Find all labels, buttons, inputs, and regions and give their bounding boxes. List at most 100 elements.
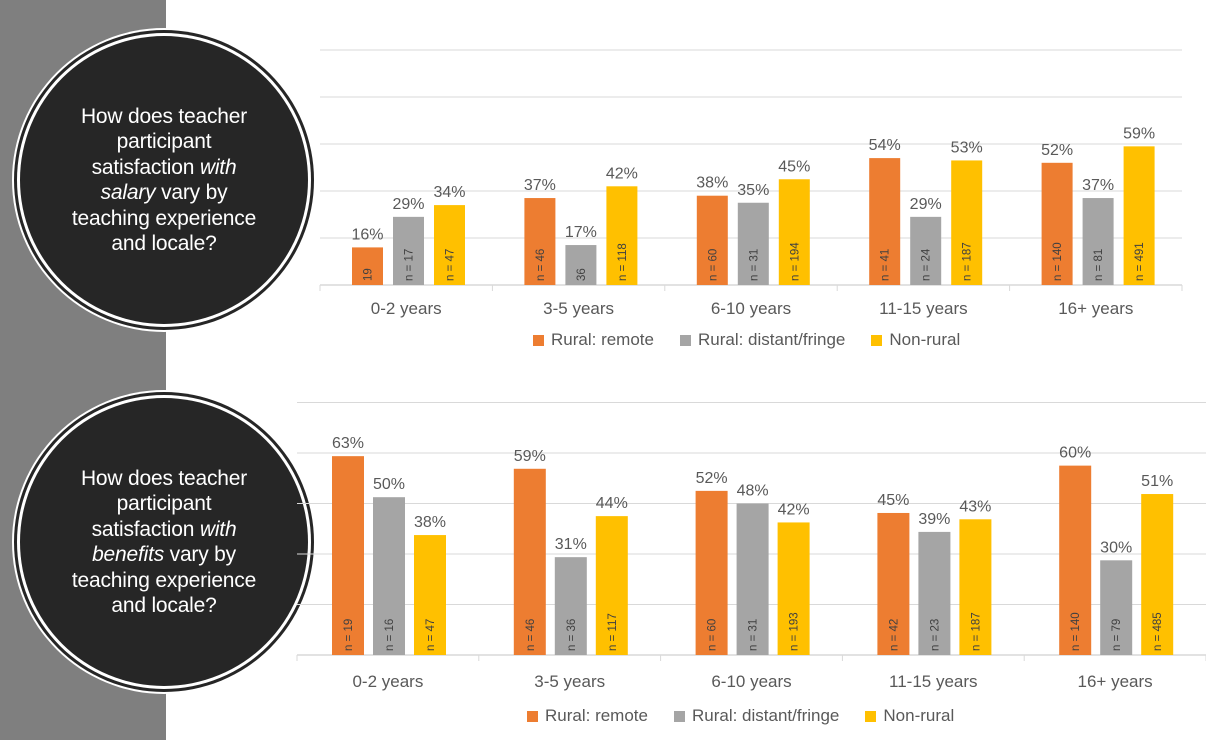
data-label: 30% <box>1100 539 1132 556</box>
bar-distant <box>393 216 424 285</box>
legend-item-nonrural: Non-rural <box>871 330 960 350</box>
data-label: 53% <box>951 139 983 156</box>
salary-question-text: How does teacher participant satisfactio… <box>71 104 257 256</box>
sample-size-label: n = 81 <box>1093 249 1105 281</box>
sample-size-label: n = 193 <box>789 612 801 651</box>
sample-size-label: 19 <box>363 268 375 281</box>
x-tick-label: 6-10 years <box>711 672 791 691</box>
data-label: 54% <box>869 137 901 154</box>
salary-chart: 0-2 years 16% 19 29% n = 17 34% n = 47 3-5 year… <box>319 49 1183 318</box>
bar-nonrural <box>434 205 465 285</box>
data-label: 29% <box>392 196 424 213</box>
bar-nonrural <box>778 179 810 285</box>
x-tick-label: 0-2 years <box>352 672 423 691</box>
data-label: 45% <box>877 492 909 509</box>
data-label: 34% <box>433 184 465 201</box>
x-tick-label: 11-15 years <box>889 672 978 691</box>
data-label: 51% <box>1141 473 1173 490</box>
data-label: 48% <box>737 483 769 500</box>
data-label: 59% <box>1123 125 1155 142</box>
data-label: 60% <box>1059 445 1091 462</box>
data-label: 52% <box>1041 142 1073 159</box>
legend-swatch-remote <box>533 334 544 346</box>
bar-distant <box>554 557 587 655</box>
sample-size-label: n = 19 <box>343 619 355 651</box>
legend-swatch-remote <box>527 710 538 722</box>
data-label: 44% <box>596 495 628 512</box>
bar-remote <box>513 468 546 655</box>
salary-legend: Rural: remote Rural: distant/fringe Non-… <box>533 330 986 350</box>
bar-remote <box>332 456 364 655</box>
bar-distant <box>373 497 405 655</box>
sample-size-label: n = 42 <box>888 619 900 651</box>
legend-swatch-distant <box>679 334 691 346</box>
sample-size-label: n = 194 <box>789 242 801 281</box>
bar-remote <box>1041 162 1073 285</box>
sample-size-label: n = 23 <box>929 619 941 651</box>
data-label: 42% <box>606 165 638 182</box>
legend-item-remote: Rural: remote <box>527 706 648 726</box>
bar-distant <box>1082 198 1114 285</box>
bar-remote <box>877 512 910 655</box>
data-label: 37% <box>1082 177 1114 194</box>
x-tick-label: 3-5 years <box>543 299 614 318</box>
sample-size-label: n = 41 <box>880 249 892 281</box>
sample-size-label: n = 117 <box>607 613 619 651</box>
benefits-chart: 0-2 years 63% n = 19 50% n = 16 38% n = 47 3-5 … <box>296 402 1206 691</box>
sample-size-label: n = 491 <box>1134 242 1146 281</box>
sample-size-label: n = 46 <box>535 249 547 281</box>
data-label: 43% <box>959 498 991 515</box>
data-label: 38% <box>696 175 728 192</box>
data-label: 63% <box>332 435 364 452</box>
data-label: 38% <box>414 514 446 531</box>
bar-remote <box>352 247 383 285</box>
bar-nonrural <box>1141 494 1174 655</box>
salary-question-circle: How does teacher participant satisfactio… <box>20 36 308 324</box>
legend-item-remote: Rural: remote <box>533 330 654 350</box>
benefits-legend: Rural: remote Rural: distant/fringe Non-… <box>527 706 980 726</box>
bar-distant <box>910 216 942 285</box>
legend-swatch-nonrural <box>871 334 883 346</box>
bar-nonrural <box>595 516 628 655</box>
sample-size-label: n = 60 <box>707 619 719 651</box>
bar-nonrural <box>1123 146 1155 285</box>
data-label: 16% <box>351 226 383 243</box>
sample-size-label: n = 24 <box>921 248 933 281</box>
bar-nonrural <box>414 535 446 655</box>
x-tick-label: 3-5 years <box>534 672 605 691</box>
data-label: 52% <box>696 470 728 487</box>
sample-size-label: n = 140 <box>1070 612 1082 651</box>
sample-size-label: n = 118 <box>617 243 629 281</box>
data-label: 29% <box>910 196 942 213</box>
sample-size-label: n = 47 <box>425 619 437 651</box>
bar-distant <box>737 202 769 285</box>
data-label: 39% <box>918 511 950 528</box>
data-label: 17% <box>565 224 597 241</box>
x-tick-label: 0-2 years <box>371 299 442 318</box>
sample-size-label: n = 187 <box>962 242 974 281</box>
data-label: 37% <box>524 177 556 194</box>
data-label: 59% <box>514 448 546 465</box>
legend-label-remote: Rural: remote <box>545 706 648 725</box>
bar-distant <box>565 245 597 285</box>
x-tick-label: 16+ years <box>1078 672 1153 691</box>
sample-size-label: n = 17 <box>404 249 416 281</box>
benefits-question-circle: How does teacher participant satisfactio… <box>20 398 308 686</box>
bar-remote <box>524 198 556 285</box>
sample-size-label: 36 <box>576 268 588 281</box>
bar-nonrural <box>959 519 992 655</box>
sample-size-label: n = 47 <box>445 249 457 281</box>
bar-remote <box>695 490 728 655</box>
x-tick-label: 16+ years <box>1058 299 1133 318</box>
data-label: 31% <box>555 536 587 553</box>
data-label: 35% <box>737 182 769 199</box>
benefits-question-text: How does teacher participant satisfactio… <box>71 466 257 618</box>
bar-remote <box>1059 465 1092 655</box>
bar-distant <box>918 531 951 655</box>
legend-swatch-nonrural <box>865 710 877 722</box>
data-label: 45% <box>778 158 810 175</box>
bar-nonrural <box>951 160 983 285</box>
sample-size-label: n = 79 <box>1111 619 1123 651</box>
legend-label-nonrural: Non-rural <box>883 706 955 725</box>
legend-label-distant: Rural: distant/fringe <box>697 330 846 349</box>
